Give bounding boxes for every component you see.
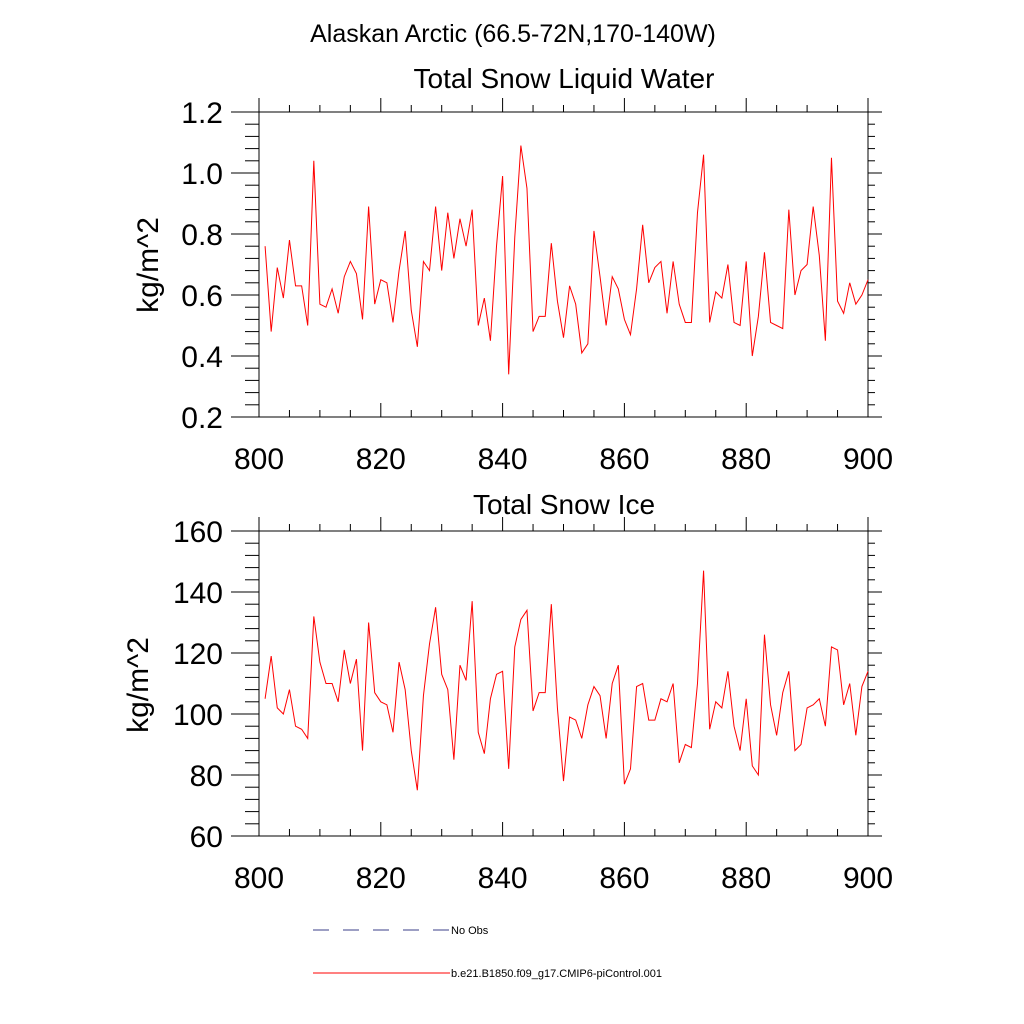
x-tick-label: 840 [478,443,528,476]
x-tick-label: 840 [478,862,528,895]
series-layer [264,145,869,375]
chart-snow-ice: Total Snow Ice kg/m^2 800 820 840 860 880 900… [122,489,893,895]
y-tick-label: 80 [190,760,223,793]
axis-ticks [231,517,882,837]
y-axis-label: kg/m^2 [122,637,155,733]
y-tick-label: 0.4 [181,341,223,374]
legend-item-model-run: b.e21.B1850.f09_g17.CMIP6-piControl.001 [313,968,662,980]
y-tick-label: 0.6 [181,280,223,313]
series-layer [264,570,869,791]
axis-tick-labels: 800 820 840 860 880 900 60 80 100 120 140 160 [173,516,893,895]
series-line [264,570,869,791]
x-tick-label: 820 [356,443,406,476]
y-tick-label: 140 [173,577,223,610]
legend: No Obs b.e21.B1850.f09_g17.CMIP6-piContr… [313,925,662,980]
legend-item-no-obs: No Obs [313,925,489,937]
x-tick-label: 880 [721,862,771,895]
chart-snow-liquid-water: Total Snow Liquid Water kg/m^2 800 820 840… [132,63,893,476]
y-tick-label: 1.2 [181,97,223,130]
y-tick-label: 60 [190,821,223,854]
legend-label: b.e21.B1850.f09_g17.CMIP6-piControl.001 [451,968,662,980]
y-tick-label: 0.8 [181,219,223,252]
x-tick-label: 880 [721,443,771,476]
x-tick-label: 800 [234,443,284,476]
chart-title: Total Snow Liquid Water [414,63,715,94]
x-tick-label: 800 [234,862,284,895]
figure-suptitle: Alaskan Arctic (66.5-72N,170-140W) [310,20,716,48]
chart-title: Total Snow Ice [473,489,655,520]
plot-frame [258,111,869,418]
x-tick-label: 820 [356,862,406,895]
y-tick-label: 120 [173,638,223,671]
legend-label: No Obs [451,925,489,937]
x-tick-label: 860 [599,862,649,895]
y-axis-label: kg/m^2 [132,217,165,313]
y-tick-label: 0.2 [181,402,223,435]
x-tick-label: 900 [843,443,893,476]
series-line [264,145,869,375]
x-tick-label: 900 [843,862,893,895]
y-tick-label: 100 [173,699,223,732]
axis-ticks [231,98,882,418]
y-tick-label: 1.0 [181,158,223,191]
x-tick-label: 860 [599,443,649,476]
y-tick-label: 160 [173,516,223,549]
axis-tick-labels: 800 820 840 860 880 900 0.2 0.4 0.6 0.8 1.0 1.2 [181,97,893,476]
